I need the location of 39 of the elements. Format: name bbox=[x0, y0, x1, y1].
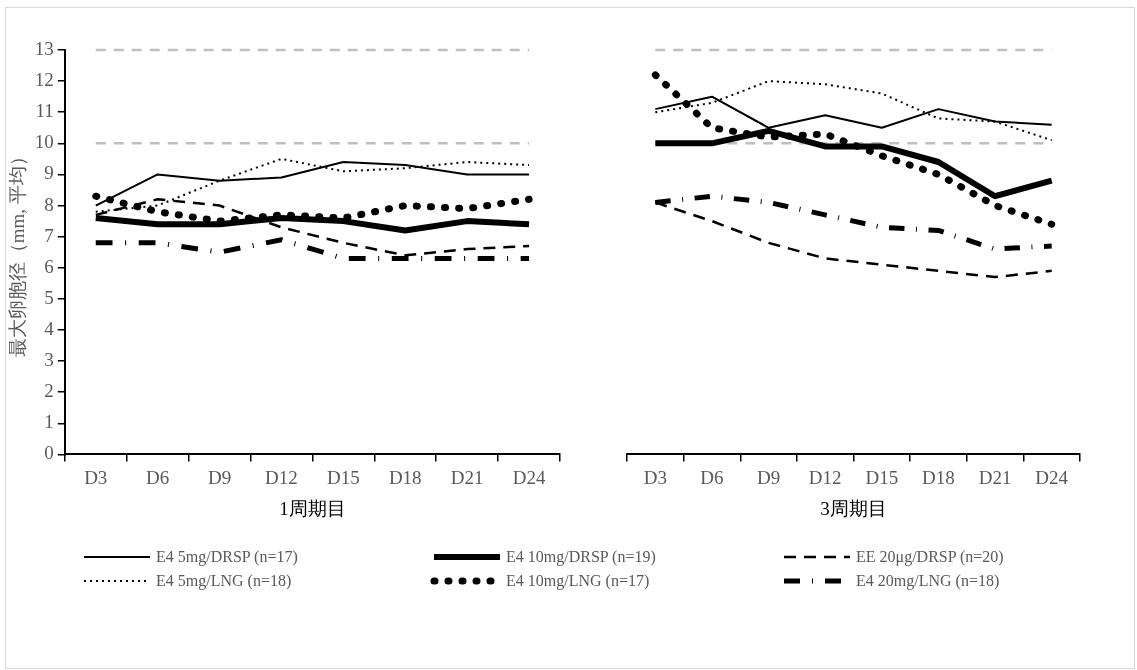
x-axis-title: 3周期目 bbox=[820, 497, 887, 519]
y-tick-label: 1 bbox=[44, 411, 54, 433]
legend-label: E4 20mg/LNG (n=18) bbox=[856, 572, 1000, 590]
x-tick-label: D18 bbox=[388, 466, 422, 488]
x-tick-label: D3 bbox=[84, 466, 108, 488]
y-tick-label: 3 bbox=[44, 349, 54, 371]
x-tick-label: D18 bbox=[922, 466, 955, 488]
x-tick-label: D6 bbox=[146, 466, 170, 488]
x-tick-label: D21 bbox=[978, 466, 1012, 488]
x-tick-label: D12 bbox=[808, 466, 842, 488]
legend-label: E4 10mg/DRSP (n=19) bbox=[506, 548, 656, 566]
legend-label: E4 5mg/DRSP (n=17) bbox=[156, 548, 298, 566]
x-tick-label: D15 bbox=[865, 466, 899, 488]
y-tick-label: 4 bbox=[44, 317, 55, 339]
x-tick-label: D21 bbox=[450, 466, 484, 488]
x-tick-label: D12 bbox=[265, 466, 298, 488]
y-axis-title: 最大卵胞径（mm, 平均） bbox=[7, 147, 29, 358]
x-tick-label: D9 bbox=[207, 466, 232, 488]
y-tick-label: 2 bbox=[44, 380, 54, 402]
y-tick-label: 9 bbox=[44, 162, 54, 184]
legend-label: EE 20μg/DRSP (n=20) bbox=[856, 548, 1004, 566]
x-tick-label: D3 bbox=[643, 466, 667, 488]
x-tick-label: D6 bbox=[700, 466, 724, 488]
y-tick-label: 0 bbox=[44, 442, 54, 464]
x-tick-label: D15 bbox=[326, 466, 360, 488]
y-tick-label: 13 bbox=[34, 37, 54, 59]
y-tick-label: 7 bbox=[44, 224, 54, 246]
x-tick-label: D24 bbox=[512, 466, 546, 488]
y-tick-label: 5 bbox=[44, 286, 54, 308]
y-tick-label: 6 bbox=[44, 255, 54, 277]
y-tick-label: 12 bbox=[34, 69, 54, 91]
x-tick-label: D24 bbox=[1035, 466, 1069, 488]
y-tick-label: 8 bbox=[44, 193, 54, 215]
legend-label: E4 5mg/LNG (n=18) bbox=[156, 572, 292, 590]
x-tick-label: D9 bbox=[756, 466, 781, 488]
x-axis-title: 1周期目 bbox=[279, 497, 346, 519]
y-tick-label: 11 bbox=[35, 100, 54, 122]
legend-label: E4 10mg/LNG (n=17) bbox=[506, 572, 650, 590]
y-tick-label: 10 bbox=[34, 131, 54, 153]
